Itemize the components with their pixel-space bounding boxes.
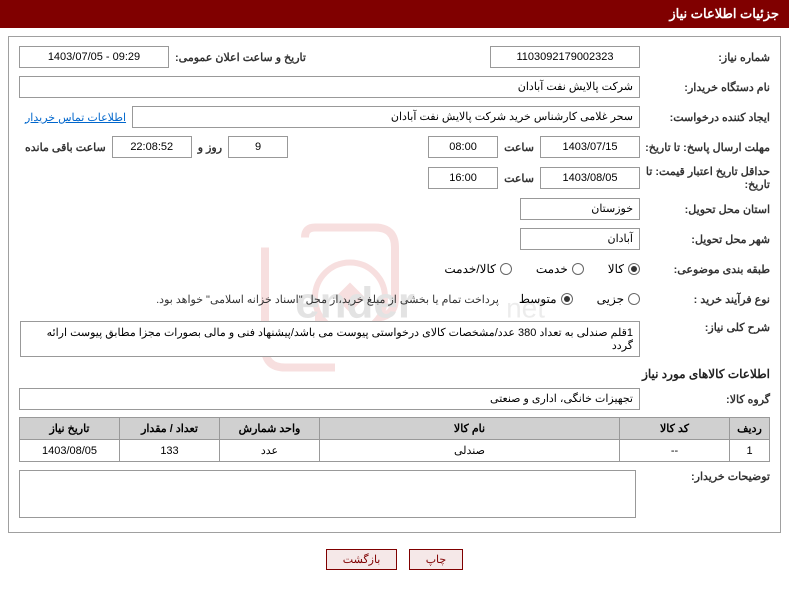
deadline-label: مهلت ارسال پاسخ: تا تاریخ: bbox=[640, 141, 770, 154]
radio-both[interactable]: کالا/خدمت bbox=[444, 262, 511, 276]
cell-qty: 133 bbox=[120, 440, 220, 462]
row-summary: شرح کلی نیاز: 1قلم صندلی به تعداد 380 عد… bbox=[19, 321, 770, 357]
row-buyer-org: نام دستگاه خریدار: شرکت پالایش نفت آبادا… bbox=[19, 75, 770, 99]
radio-goods[interactable]: کالا bbox=[608, 262, 640, 276]
remaining-label: ساعت باقی مانده bbox=[19, 141, 112, 154]
cell-name: صندلی bbox=[320, 440, 620, 462]
radio-partial-circle bbox=[628, 293, 640, 305]
summary-label: شرح کلی نیاز: bbox=[640, 321, 770, 334]
row-province: استان محل تحویل: خوزستان bbox=[19, 197, 770, 221]
header-title: جزئیات اطلاعات نیاز bbox=[669, 6, 779, 21]
category-label: طبقه بندی موضوعی: bbox=[640, 263, 770, 276]
city-field: آبادان bbox=[520, 228, 640, 250]
radio-service-label: خدمت bbox=[536, 262, 568, 276]
cell-date: 1403/08/05 bbox=[20, 440, 120, 462]
cell-row: 1 bbox=[730, 440, 770, 462]
summary-text: 1قلم صندلی به تعداد 380 عدد/مشخصات کالای… bbox=[20, 321, 640, 357]
cell-code: -- bbox=[620, 440, 730, 462]
print-button[interactable]: چاپ bbox=[409, 549, 464, 570]
validity-label: حداقل تاریخ اعتبار قیمت: تا تاریخ: bbox=[640, 165, 770, 191]
radio-goods-label: کالا bbox=[608, 262, 624, 276]
page-header: جزئیات اطلاعات نیاز bbox=[0, 0, 789, 28]
row-requester: ایجاد کننده درخواست: سحر غلامی کارشناس خ… bbox=[19, 105, 770, 129]
days-remaining-field: 9 bbox=[228, 136, 288, 158]
need-number-field: 1103092179002323 bbox=[490, 46, 640, 68]
radio-both-circle bbox=[500, 263, 512, 275]
hour-label-1: ساعت bbox=[498, 141, 540, 154]
goods-table: ردیف کد کالا نام کالا واحد شمارش تعداد /… bbox=[19, 417, 770, 462]
announce-label: تاریخ و ساعت اعلان عمومی: bbox=[169, 51, 312, 64]
announce-field: 1403/07/05 - 09:29 bbox=[19, 46, 169, 68]
contact-link[interactable]: اطلاعات تماس خریدار bbox=[19, 111, 132, 124]
th-unit: واحد شمارش bbox=[220, 418, 320, 440]
province-field: خوزستان bbox=[520, 198, 640, 220]
th-name: نام کالا bbox=[320, 418, 620, 440]
province-label: استان محل تحویل: bbox=[640, 203, 770, 216]
goods-info-title: اطلاعات کالاهای مورد نیاز bbox=[19, 367, 770, 381]
content-frame: شماره نیاز: 1103092179002323 تاریخ و ساع… bbox=[8, 36, 781, 533]
requester-label: ایجاد کننده درخواست: bbox=[640, 111, 770, 124]
cell-unit: عدد bbox=[220, 440, 320, 462]
row-city: شهر محل تحویل: آبادان bbox=[19, 227, 770, 251]
radio-partial-label: جزیی bbox=[597, 292, 624, 306]
radio-partial[interactable]: جزیی bbox=[597, 292, 640, 306]
row-process: نوع فرآیند خرید : جزیی متوسط پرداخت تمام… bbox=[19, 287, 770, 311]
radio-service-circle bbox=[572, 263, 584, 275]
th-qty: تعداد / مقدار bbox=[120, 418, 220, 440]
group-label: گروه کالا: bbox=[640, 393, 770, 406]
process-note: پرداخت تمام یا بخشی از مبلغ خرید،از محل … bbox=[156, 293, 499, 306]
th-row: ردیف bbox=[730, 418, 770, 440]
radio-goods-circle bbox=[628, 263, 640, 275]
process-label: نوع فرآیند خرید : bbox=[640, 293, 770, 306]
row-validity: حداقل تاریخ اعتبار قیمت: تا تاریخ: 1403/… bbox=[19, 165, 770, 191]
radio-both-label: کالا/خدمت bbox=[444, 262, 495, 276]
group-field: تجهیزات خانگی، اداری و صنعتی bbox=[19, 388, 640, 410]
th-date: تاریخ نیاز bbox=[20, 418, 120, 440]
buyer-org-label: نام دستگاه خریدار: bbox=[640, 81, 770, 94]
radio-medium-label: متوسط bbox=[519, 292, 557, 306]
hour-label-2: ساعت bbox=[498, 172, 540, 185]
validity-date-field: 1403/08/05 bbox=[540, 167, 640, 189]
time-remaining-field: 22:08:52 bbox=[112, 136, 192, 158]
radio-medium-circle bbox=[561, 293, 573, 305]
need-number-label: شماره نیاز: bbox=[640, 51, 770, 64]
deadline-hour-field: 08:00 bbox=[428, 136, 498, 158]
row-deadline: مهلت ارسال پاسخ: تا تاریخ: 1403/07/15 سا… bbox=[19, 135, 770, 159]
validity-hour-field: 16:00 bbox=[428, 167, 498, 189]
row-group: گروه کالا: تجهیزات خانگی، اداری و صنعتی bbox=[19, 387, 770, 411]
radio-medium[interactable]: متوسط bbox=[519, 292, 573, 306]
buyer-notes-box bbox=[19, 470, 636, 518]
table-row: 1--صندلیعدد1331403/08/05 bbox=[20, 440, 770, 462]
buyer-notes-label: توضیحات خریدار: bbox=[640, 470, 770, 483]
row-category: طبقه بندی موضوعی: کالا خدمت کالا/خدمت bbox=[19, 257, 770, 281]
buyer-org-field: شرکت پالایش نفت آبادان bbox=[19, 76, 640, 98]
back-button[interactable]: بازگشت bbox=[326, 549, 398, 570]
deadline-date-field: 1403/07/15 bbox=[540, 136, 640, 158]
city-label: شهر محل تحویل: bbox=[640, 233, 770, 246]
category-radios: کالا خدمت کالا/خدمت bbox=[424, 262, 640, 276]
days-label: روز و bbox=[192, 141, 228, 154]
radio-service[interactable]: خدمت bbox=[536, 262, 584, 276]
table-header-row: ردیف کد کالا نام کالا واحد شمارش تعداد /… bbox=[20, 418, 770, 440]
row-need-number: شماره نیاز: 1103092179002323 تاریخ و ساع… bbox=[19, 45, 770, 69]
th-code: کد کالا bbox=[620, 418, 730, 440]
requester-field: سحر غلامی کارشناس خرید شرکت پالایش نفت آ… bbox=[132, 106, 640, 128]
process-radios: جزیی متوسط bbox=[499, 292, 640, 306]
buttons-row: چاپ بازگشت bbox=[0, 543, 789, 576]
row-buyer-notes: توضیحات خریدار: bbox=[19, 470, 770, 518]
